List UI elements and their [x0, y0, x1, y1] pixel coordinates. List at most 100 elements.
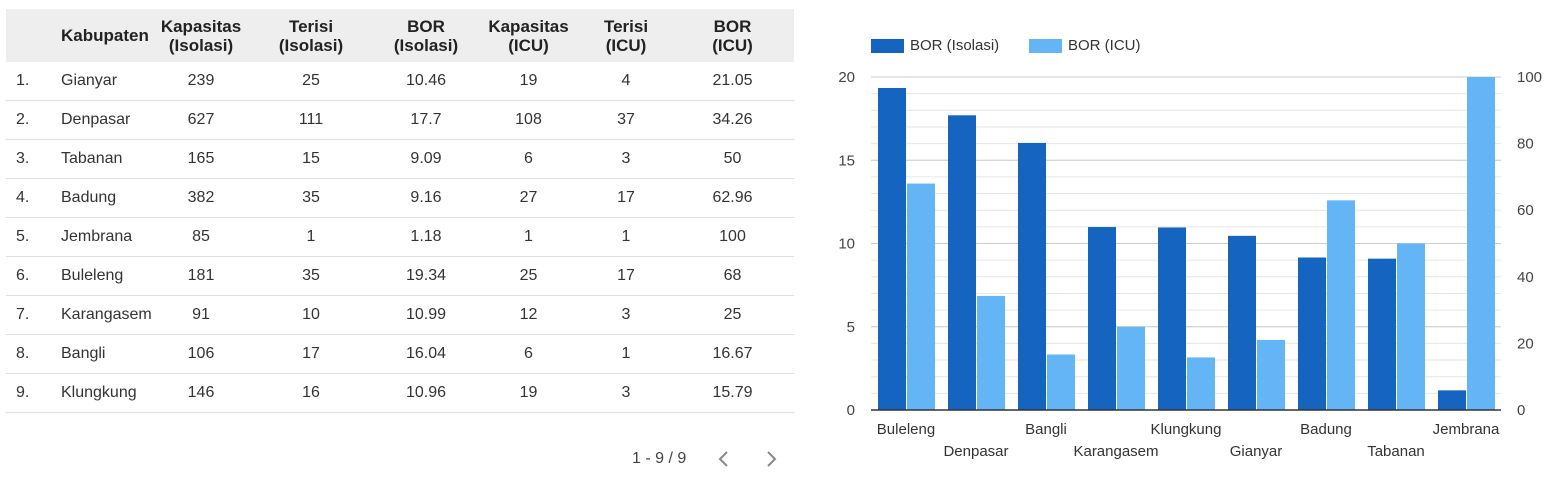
cell-bor-icu: 50 — [671, 139, 794, 179]
pagination-label: 1 - 9 / 9 — [632, 450, 687, 467]
table-row[interactable]: 2. Denpasar 627 111 17.7 108 37 34.26 — [6, 100, 794, 140]
header-kabupaten[interactable]: Kabupaten — [61, 26, 149, 45]
row-number: 4. — [16, 189, 30, 206]
table-row[interactable]: 7. Karangasem 91 10 10.99 12 3 25 — [6, 295, 794, 335]
header-kapasitas-isolasi[interactable]: Kapasitas (Isolasi) — [160, 16, 242, 55]
y-left-tick-label: 10 — [838, 236, 855, 253]
bar-bor-icu — [1257, 339, 1285, 410]
table-row[interactable]: 8. Bangli 106 17 16.04 6 1 16.67 — [6, 334, 794, 374]
cell-kap-iso: 85 — [156, 217, 246, 257]
table-row[interactable]: 3. Tabanan 165 15 9.09 6 3 50 — [6, 139, 794, 179]
cell-kap-icu: 25 — [476, 256, 581, 296]
x-tick-label: Badung — [1300, 421, 1352, 438]
x-tick-label: Karangasem — [1073, 443, 1158, 460]
kabupaten-name: Denpasar — [61, 111, 131, 128]
y-right-tick-label: 100 — [1517, 69, 1542, 86]
kabupaten-name: Bangli — [61, 345, 106, 362]
cell-bor-iso: 10.99 — [376, 295, 476, 335]
row-number: 1. — [16, 72, 30, 89]
cell-ter-icu: 1 — [581, 217, 671, 257]
cell-ter-icu: 3 — [581, 139, 671, 179]
cell-ter-icu: 17 — [581, 256, 671, 296]
bor-table: Kabupaten Kapasitas (Isolasi) Terisi (Isol… — [6, 9, 794, 413]
table-header-row: Kabupaten Kapasitas (Isolasi) Terisi (Isol… — [6, 9, 794, 62]
bar-bor-icu — [1397, 243, 1425, 410]
cell-bor-icu: 15.79 — [671, 373, 794, 413]
legend-label-bor-icu[interactable]: BOR (ICU) — [1068, 37, 1141, 54]
cell-name: 6. Buleleng — [6, 256, 156, 296]
bar-bor-isolasi — [1228, 235, 1256, 410]
cell-bor-iso: 1.18 — [376, 217, 476, 257]
row-number: 8. — [16, 345, 30, 362]
cell-kap-icu: 19 — [476, 373, 581, 413]
table-row[interactable]: 5. Jembrana 85 1 1.18 1 1 100 — [6, 217, 794, 257]
bar-bor-isolasi — [1298, 257, 1326, 410]
cell-bor-iso: 9.09 — [376, 139, 476, 179]
legend-label-bor-isolasi[interactable]: BOR (Isolasi) — [910, 37, 1000, 54]
table-row[interactable]: 1. Gianyar 239 25 10.46 19 4 21.05 — [6, 62, 794, 101]
prev-page-button[interactable] — [712, 447, 736, 471]
header-terisi-icu[interactable]: Terisi (ICU) — [603, 16, 649, 55]
y-left-tick-label: 0 — [847, 402, 855, 419]
cell-ter-iso: 10 — [246, 295, 376, 335]
y-right-tick-label: 40 — [1517, 269, 1534, 286]
kabupaten-name: Badung — [61, 189, 117, 206]
table-row[interactable]: 4. Badung 382 35 9.16 27 17 62.96 — [6, 178, 794, 218]
cell-ter-icu: 1 — [581, 334, 671, 374]
data-table-container: Kabupaten Kapasitas (Isolasi) Terisi (Isol… — [6, 9, 794, 413]
cell-kap-iso: 91 — [156, 295, 246, 335]
cell-kap-iso: 181 — [156, 256, 246, 296]
y-left-tick-label: 5 — [847, 319, 855, 336]
table-body: 1. Gianyar 239 25 10.46 19 4 21.05 2. Denpasar 627… — [6, 62, 794, 413]
cell-ter-iso: 35 — [246, 256, 376, 296]
bar-bor-isolasi — [1368, 258, 1396, 410]
y-left-tick-label: 15 — [838, 152, 855, 169]
cell-kap-icu: 12 — [476, 295, 581, 335]
cell-ter-iso: 25 — [246, 62, 376, 101]
row-number: 9. — [16, 384, 30, 401]
cell-kap-iso: 239 — [156, 62, 246, 101]
cell-kap-icu: 6 — [476, 334, 581, 374]
row-number: 6. — [16, 267, 30, 284]
bar-bor-icu — [977, 295, 1005, 410]
cell-ter-icu: 37 — [581, 100, 671, 140]
bar-bor-icu — [1187, 357, 1215, 410]
cell-name: 4. Badung — [6, 178, 156, 218]
table-row[interactable]: 6. Buleleng 181 35 19.34 25 17 68 — [6, 256, 794, 296]
cell-bor-icu: 21.05 — [671, 62, 794, 101]
header-terisi-isolasi[interactable]: Terisi (Isolasi) — [278, 16, 344, 55]
x-tick-label: Gianyar — [1230, 443, 1283, 460]
cell-ter-iso: 16 — [246, 373, 376, 413]
x-tick-label: Denpasar — [943, 443, 1008, 460]
bar-bor-isolasi — [948, 115, 976, 411]
cell-ter-iso: 111 — [246, 100, 376, 140]
bar-bor-isolasi — [1158, 227, 1186, 410]
cell-ter-icu: 3 — [581, 373, 671, 413]
cell-kap-iso: 382 — [156, 178, 246, 218]
cell-kap-iso: 627 — [156, 100, 246, 140]
cell-kap-iso: 165 — [156, 139, 246, 179]
cell-kap-icu: 19 — [476, 62, 581, 101]
cell-ter-iso: 15 — [246, 139, 376, 179]
kabupaten-name: Jembrana — [61, 228, 133, 245]
header-bor-icu[interactable]: BOR (ICU) — [712, 16, 753, 55]
x-tick-label: Tabanan — [1367, 443, 1425, 460]
bar-bor-icu — [1327, 200, 1355, 410]
kabupaten-name: Buleleng — [61, 267, 124, 284]
y-right-tick-label: 20 — [1517, 335, 1534, 352]
cell-kap-icu: 1 — [476, 217, 581, 257]
x-tick-label: Bangli — [1025, 421, 1067, 438]
kabupaten-name: Karangasem — [61, 306, 152, 323]
cell-bor-iso: 9.16 — [376, 178, 476, 218]
cell-kap-icu: 108 — [476, 100, 581, 140]
next-page-button[interactable] — [759, 447, 783, 471]
header-bor-isolasi[interactable]: BOR (Isolasi) — [393, 16, 459, 55]
cell-bor-iso: 10.46 — [376, 62, 476, 101]
cell-name: 5. Jembrana — [6, 217, 156, 257]
table-row[interactable]: 9. Klungkung 146 16 10.96 19 3 15.79 — [6, 373, 794, 413]
header-kapasitas-icu[interactable]: Kapasitas (ICU) — [488, 16, 569, 55]
y-right-tick-label: 0 — [1517, 402, 1525, 419]
chevron-left-icon — [718, 451, 728, 467]
cell-bor-icu: 25 — [671, 295, 794, 335]
x-tick-label: Jembrana — [1433, 421, 1500, 438]
